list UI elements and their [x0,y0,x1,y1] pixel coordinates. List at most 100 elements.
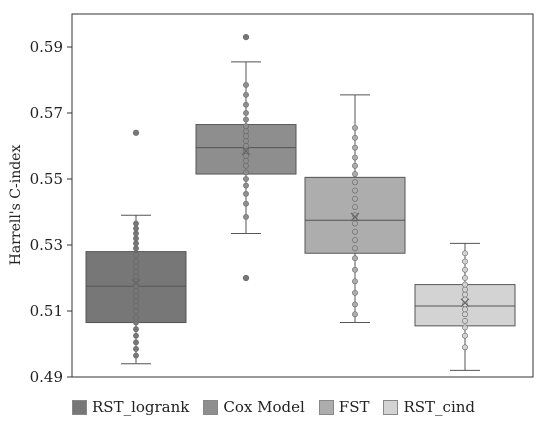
box-point-0-7 [133,308,139,314]
box-point-1-16 [243,110,249,116]
box-point-0-21 [133,235,139,242]
box-point-3-10 [462,281,468,288]
box-point-0-9 [133,298,139,304]
box-point-0-22 [133,230,139,237]
y-tick-label-2: 0.53 [30,236,63,254]
box-point-2-7 [352,237,358,243]
box-point-0-17 [133,258,139,265]
box-point-1-13 [243,128,249,135]
box-point-3-12 [462,266,468,273]
box-point-0-16 [133,263,139,270]
legend: RST_logrank Cox Model FST RST_cind [72,398,475,416]
box-point-0-20 [133,240,139,247]
legend-swatch-0 [72,399,87,415]
box-point-1-1 [243,200,249,207]
box-mean-marker-b-2 [350,212,360,222]
box-point-2-2 [352,289,358,296]
box-point-1-18 [243,91,249,98]
box-point-1-11 [243,138,249,144]
box-point-0-19 [133,245,139,252]
box-point-1-15 [243,116,249,123]
box-point-2-4 [352,266,358,273]
box-point-1-5 [243,169,249,176]
box-point-3-13 [462,258,468,265]
box-point-1-10 [243,143,249,149]
plot-frame [71,13,534,378]
box-point-1-0 [243,214,249,220]
legend-item-0: RST_logrank [72,398,189,416]
box-point-0-10 [133,293,139,300]
box-point-2-5 [352,255,358,262]
box-point-0-6 [133,314,139,321]
legend-label-3: RST_cind [403,398,476,416]
box-point-1-12 [243,133,249,139]
box-point-2-8 [352,228,358,235]
box-point-3-2 [462,324,468,331]
box-point-1-3 [243,182,249,189]
box-point-3-3 [462,317,468,324]
box-point-0-5 [133,319,139,326]
box-point-1-19 [243,82,249,88]
box-outlier-1-1 [242,274,250,282]
box-point-3-14 [462,250,468,257]
box-point-2-1 [352,301,358,308]
box-point-0-1 [133,346,139,352]
box-point-0-2 [133,339,139,346]
legend-swatch-2 [318,399,334,415]
box-point-2-11 [352,204,358,210]
box-point-1-7 [243,157,249,164]
box-point-0-3 [133,332,139,339]
box-point-0-4 [133,326,139,333]
box-outlier-1-0 [242,33,250,41]
legend-label-2: FST [338,398,370,416]
box-mean-marker-b-0 [131,278,141,288]
box-outlier-0-0 [132,129,140,136]
box-group-3 [414,242,516,371]
box-point-0-8 [133,303,139,309]
box-point-2-16 [352,162,358,169]
box-point-1-6 [243,162,249,169]
legend-swatch-3 [383,399,399,415]
box-group-1 [195,33,297,282]
y-axis-label: Harrell's C-index [8,145,24,266]
box-point-2-13 [352,187,358,194]
legend-swatch-1 [203,399,219,415]
box-point-1-8 [243,152,249,159]
legend-item-1: Cox Model [203,398,305,416]
box-point-3-8 [462,291,468,298]
box-point-0-23 [133,225,139,232]
y-tick-label-4: 0.57 [30,104,63,122]
box-point-0-15 [133,268,139,275]
box-mean-marker-b-1 [241,146,251,156]
box-point-2-14 [352,179,358,186]
box-point-2-15 [352,171,358,177]
box-point-2-3 [352,278,358,285]
box-point-2-0 [352,311,358,318]
box-point-0-18 [133,251,139,258]
box-point-2-19 [352,134,358,141]
box-point-0-0 [133,352,139,359]
box-point-1-14 [243,123,249,130]
legend-item-3: RST_cind [383,398,475,416]
y-tick-label-5: 0.59 [30,38,63,56]
box-point-2-10 [352,212,358,219]
box-point-1-17 [243,101,249,108]
box-point-0-24 [133,220,139,227]
box-point-3-0 [462,344,468,351]
box-point-3-11 [462,275,468,281]
box-point-1-2 [243,190,249,197]
box-point-3-1 [462,332,468,339]
legend-label-0: RST_logrank [92,398,190,416]
box-point-1-4 [243,176,249,182]
box-point-2-18 [352,144,358,151]
y-tick-label-3: 0.55 [30,170,63,188]
box-point-2-9 [352,220,358,227]
box-group-0 [85,129,187,365]
box-point-3-4 [462,311,468,318]
legend-label-1: Cox Model [223,398,305,416]
box-point-2-17 [352,154,358,161]
box-point-0-11 [133,288,139,295]
y-tick-label-0: 0.49 [30,368,63,386]
y-tick-label-1: 0.51 [30,302,63,320]
